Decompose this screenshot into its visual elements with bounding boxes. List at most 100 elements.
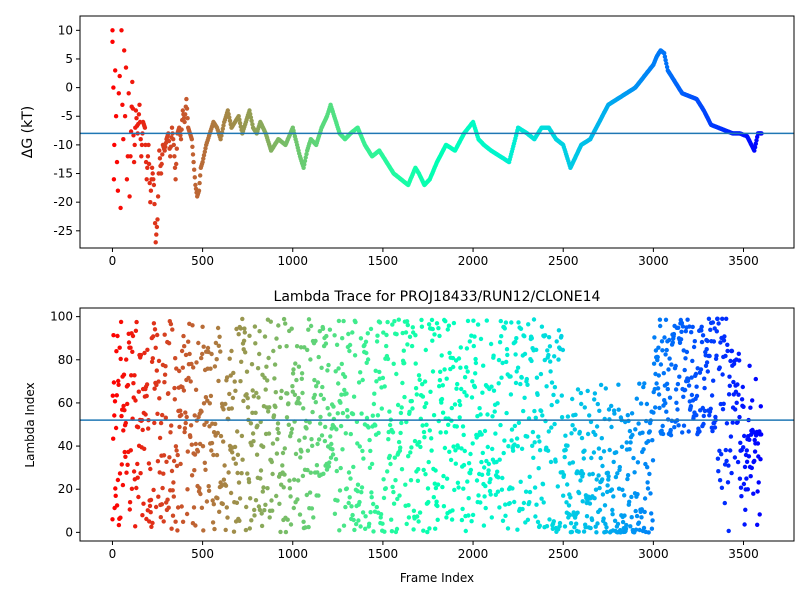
lambda-point	[341, 318, 346, 324]
lambda-point	[689, 392, 695, 398]
lambda-point	[603, 521, 608, 527]
lambda-point	[647, 471, 652, 477]
trace-point	[136, 112, 142, 117]
lambda-point	[542, 357, 547, 363]
lambda-point	[274, 451, 280, 456]
lambda-point	[663, 317, 669, 322]
trace-point	[124, 177, 130, 182]
lambda-point	[622, 493, 627, 498]
lambda-point	[461, 432, 466, 438]
trace-point	[144, 177, 149, 182]
lambda-point	[439, 396, 445, 402]
lambda-point	[499, 375, 504, 380]
lambda-point	[297, 401, 302, 406]
lambda-point	[522, 351, 528, 357]
lambda-point	[347, 348, 352, 354]
lambda-point	[578, 390, 584, 396]
lambda-point	[582, 405, 587, 410]
lambda-point	[653, 348, 659, 353]
lambda-point	[473, 371, 478, 376]
lambda-point	[549, 425, 554, 430]
bottom-x-tick-label: 1000	[277, 547, 308, 561]
lambda-point	[294, 344, 300, 349]
lambda-point	[280, 463, 285, 468]
lambda-point	[577, 429, 582, 435]
lambda-point	[273, 390, 278, 395]
lambda-point	[570, 460, 576, 465]
lambda-point	[133, 328, 139, 333]
lambda-point	[413, 333, 418, 338]
lambda-point	[656, 392, 662, 397]
lambda-point	[633, 427, 638, 432]
lambda-point	[579, 401, 584, 407]
lambda-point	[445, 327, 450, 332]
trace-point	[110, 28, 115, 33]
lambda-point	[146, 461, 152, 466]
lambda-point	[660, 348, 665, 353]
lambda-point	[532, 408, 537, 414]
lambda-point	[209, 440, 215, 446]
lambda-point	[229, 348, 234, 354]
lambda-point	[411, 527, 416, 532]
lambda-point	[539, 324, 545, 329]
lambda-point	[218, 480, 223, 485]
lambda-point	[118, 356, 123, 362]
lambda-point	[615, 521, 621, 527]
lambda-point	[364, 350, 369, 356]
lambda-point	[359, 411, 364, 416]
lambda-point	[658, 323, 663, 329]
lambda-point	[529, 358, 534, 364]
lambda-point	[595, 401, 600, 407]
lambda-point	[308, 357, 313, 362]
lambda-point	[170, 327, 175, 332]
lambda-point	[741, 404, 746, 409]
lambda-point	[565, 414, 571, 419]
lambda-point	[257, 507, 263, 513]
lambda-point	[244, 369, 250, 374]
lambda-point	[693, 371, 699, 377]
lambda-point	[509, 427, 515, 432]
lambda-point	[676, 325, 681, 330]
lambda-point	[296, 395, 301, 401]
lambda-point	[133, 398, 138, 403]
trace-point	[179, 127, 184, 132]
trace-point	[145, 165, 150, 170]
lambda-point	[408, 450, 413, 455]
lambda-point	[184, 414, 189, 420]
lambda-point	[338, 423, 344, 429]
trace-point	[218, 137, 223, 142]
lambda-point	[478, 412, 483, 417]
lambda-point	[652, 386, 657, 392]
lambda-point	[579, 435, 585, 441]
lambda-point	[275, 421, 281, 426]
lambda-point	[314, 463, 320, 468]
lambda-point	[185, 487, 190, 492]
lambda-point	[664, 381, 670, 386]
lambda-point	[595, 521, 600, 526]
lambda-point	[374, 339, 380, 344]
trace-point	[202, 149, 207, 154]
top-x-tick-label: 0	[109, 254, 117, 268]
bottom-x-tick-label: 0	[109, 547, 117, 561]
lambda-point	[405, 342, 410, 347]
lambda-point	[479, 472, 485, 477]
trace-point	[157, 148, 162, 153]
lambda-point	[423, 472, 428, 477]
lambda-point	[122, 449, 127, 455]
lambda-point	[117, 471, 123, 476]
lambda-point	[459, 386, 464, 392]
trace-point	[116, 91, 122, 96]
lambda-point	[169, 526, 174, 531]
lambda-point	[644, 401, 650, 407]
lambda-point	[723, 447, 728, 453]
lambda-point	[340, 336, 345, 341]
lambda-point	[620, 519, 626, 525]
lambda-point	[127, 500, 133, 505]
lambda-point	[580, 471, 586, 476]
lambda-point	[690, 324, 695, 330]
lambda-point	[272, 376, 277, 381]
lambda-point	[488, 492, 493, 497]
lambda-point	[612, 518, 618, 523]
lambda-point	[251, 394, 256, 399]
lambda-point	[454, 424, 459, 429]
